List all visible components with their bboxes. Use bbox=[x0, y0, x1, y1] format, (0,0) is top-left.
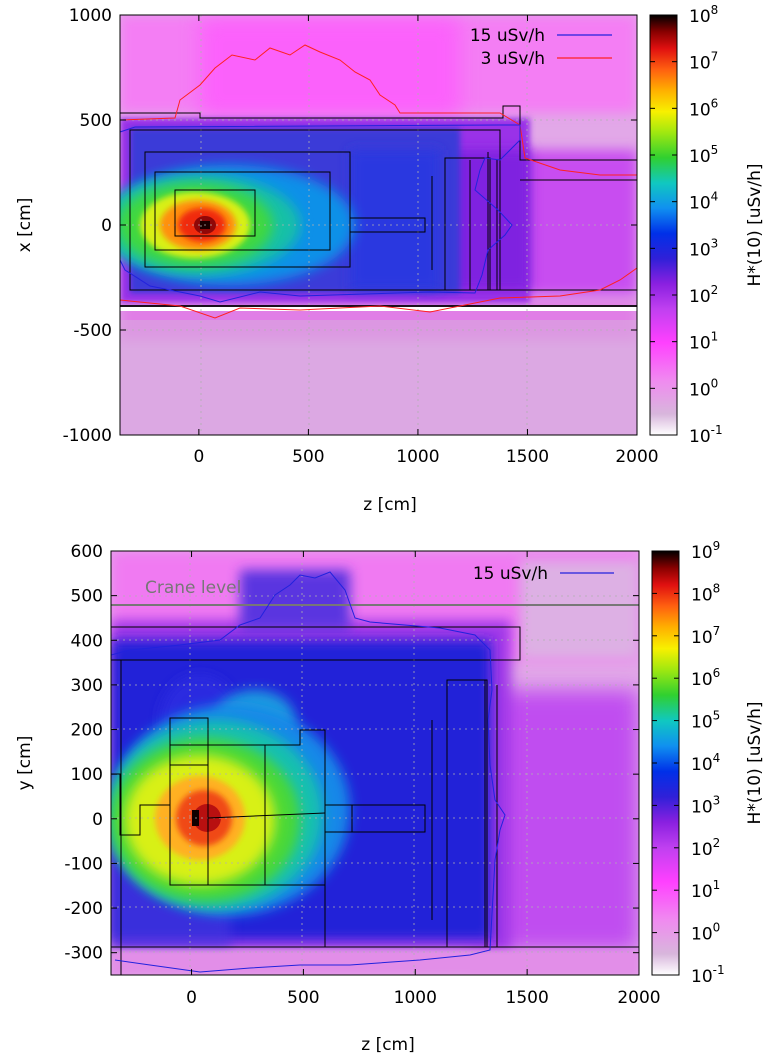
colorbar-tick-label: 107 bbox=[691, 624, 720, 648]
bottom-colorbar: 109 108 107 106 105 104 103 102 101 100 10-1 bbox=[651, 539, 725, 987]
colorbar-tick-label: 103 bbox=[689, 236, 718, 260]
colorbar-tick-label: 106 bbox=[691, 666, 720, 690]
ytick-label: 500 bbox=[80, 111, 112, 131]
colorbar-tick-label: 102 bbox=[691, 836, 720, 860]
ytick-label: 500 bbox=[71, 587, 103, 607]
bottom-plot-frame bbox=[110, 550, 640, 976]
bottom-ylabel: y [cm] bbox=[15, 736, 35, 791]
colorbar-tick-label: 103 bbox=[691, 793, 720, 817]
bottom-geometry bbox=[111, 626, 639, 975]
ytick-label: 0 bbox=[92, 810, 103, 830]
colorbar-tick-label: 108 bbox=[689, 3, 718, 27]
ytick-label: 100 bbox=[71, 765, 103, 785]
colorbar-frame bbox=[649, 14, 678, 436]
bottom-grid bbox=[111, 551, 639, 975]
bottom-legend-label-15: 15 uSv/h bbox=[473, 564, 548, 584]
ytick-label: 1000 bbox=[69, 6, 112, 26]
ytick-label: 600 bbox=[71, 542, 103, 562]
colorbar-tick-label: 107 bbox=[689, 50, 718, 74]
colorbar-tick-label: 104 bbox=[691, 751, 720, 775]
ytick-label: 0 bbox=[101, 216, 112, 236]
bottom-colorbar-label: H*(10) [uSv/h] bbox=[745, 702, 765, 825]
top-contour-3usvh bbox=[119, 44, 638, 319]
colorbar-gradient bbox=[650, 15, 677, 435]
xtick-label: 0 bbox=[193, 447, 204, 467]
ytick-label: 400 bbox=[71, 631, 103, 651]
top-contours bbox=[119, 44, 638, 319]
bottom-yticks: 600 500 400 300 200 100 0 -100 -200 -300 bbox=[64, 542, 639, 964]
ytick-label: 200 bbox=[71, 721, 103, 741]
xtick-label: 1000 bbox=[396, 447, 439, 467]
xtick-label: 1000 bbox=[394, 988, 437, 1008]
top-legend: 15 uSv/h 3 uSv/h bbox=[470, 26, 612, 69]
xtick-label: 2000 bbox=[617, 988, 660, 1008]
ytick-label: -1000 bbox=[63, 426, 112, 446]
colorbar-tick-label: 105 bbox=[691, 709, 720, 733]
colorbar-tick-label: 106 bbox=[689, 96, 718, 120]
top-xticks: 0 500 1000 1500 2000 bbox=[193, 15, 659, 467]
ytick-label: -500 bbox=[73, 321, 112, 341]
bottom-contour-15usvh bbox=[111, 571, 506, 973]
xtick-label: 2000 bbox=[615, 447, 658, 467]
bottom-legend: 15 uSv/h bbox=[473, 564, 614, 584]
colorbar-tick-label: 10-1 bbox=[691, 963, 725, 987]
colorbar-tick-label: 105 bbox=[689, 143, 718, 167]
bottom-heatmap bbox=[111, 551, 639, 975]
colorbar-tick-label: 101 bbox=[689, 330, 718, 354]
colorbar-tick-label: 100 bbox=[689, 376, 718, 400]
colorbar-tick-label: 10-1 bbox=[689, 423, 723, 447]
top-xlabel: z [cm] bbox=[363, 495, 417, 515]
xtick-label: 1500 bbox=[506, 447, 549, 467]
xtick-label: 500 bbox=[292, 447, 324, 467]
top-legend-label-3: 3 uSv/h bbox=[481, 49, 545, 69]
colorbar-tick-label: 109 bbox=[691, 539, 720, 563]
ytick-label: 300 bbox=[71, 676, 103, 696]
bottom-xlabel: z [cm] bbox=[361, 1035, 415, 1055]
crane-level-label: Crane level bbox=[145, 578, 241, 598]
bottom-chart: Crane level 15 uSv/h 0 500 1000 1500 2000 60… bbox=[15, 539, 765, 1055]
top-ylabel: x [cm] bbox=[15, 198, 35, 253]
top-legend-label-15: 15 uSv/h bbox=[470, 26, 545, 46]
top-geometry bbox=[120, 105, 637, 307]
colorbar-tick-label: 100 bbox=[691, 921, 720, 945]
ytick-label: -100 bbox=[64, 854, 103, 874]
bottom-xticks: 0 500 1000 1500 2000 bbox=[186, 551, 661, 1008]
ytick-label: -300 bbox=[64, 944, 103, 964]
top-grid bbox=[120, 15, 637, 435]
xtick-label: 500 bbox=[287, 988, 319, 1008]
xtick-label: 0 bbox=[186, 988, 197, 1008]
top-yticks: 1000 500 0 -500 -1000 bbox=[63, 6, 637, 446]
xtick-label: 1500 bbox=[506, 988, 549, 1008]
colorbar-tick-label: 108 bbox=[691, 581, 720, 605]
colorbar-tick-label: 102 bbox=[689, 283, 718, 307]
top-contour-15usvh bbox=[119, 124, 521, 303]
colorbar-tick-label: 104 bbox=[689, 190, 718, 214]
colorbar-tick-label: 101 bbox=[691, 878, 720, 902]
ytick-label: -200 bbox=[64, 899, 103, 919]
bottom-contours bbox=[111, 571, 506, 973]
top-chart: 15 uSv/h 3 uSv/h 0 500 1000 1500 2000 100050… bbox=[15, 3, 765, 515]
top-colorbar-label: H*(10) [uSv/h] bbox=[745, 164, 765, 287]
top-colorbar: 108 107 106 105 104 103 102 101 100 10-1 bbox=[649, 3, 723, 447]
